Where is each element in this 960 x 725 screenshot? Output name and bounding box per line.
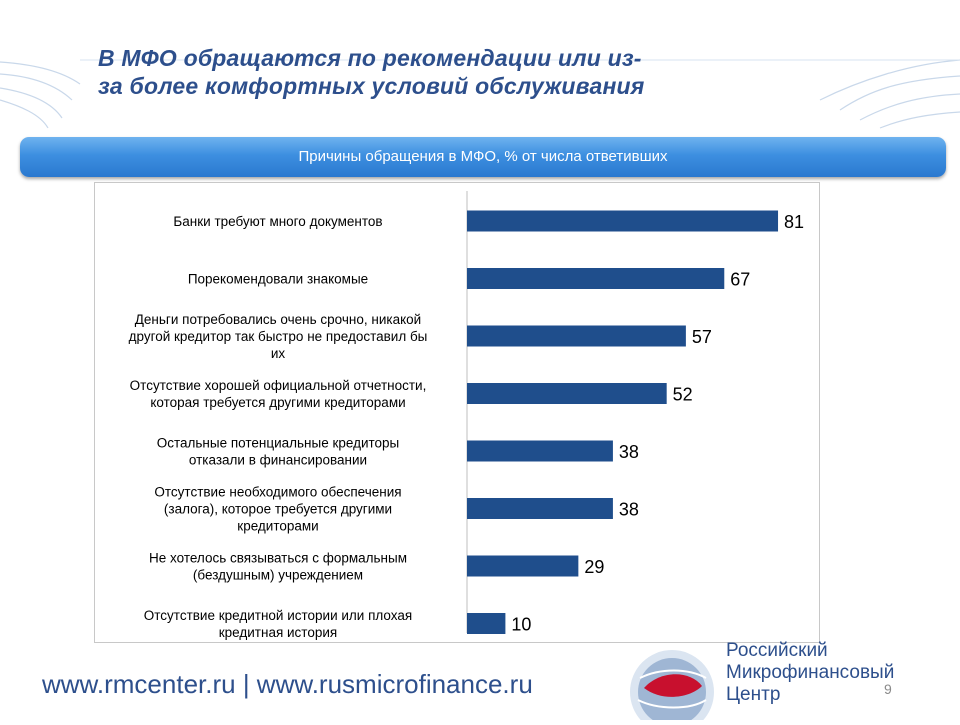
- data-label-1: 81: [784, 212, 804, 232]
- category-label-8-line-1: Отсутствие кредитной истории или плохая: [144, 608, 412, 623]
- category-label-8: Отсутствие кредитной истории или плохая к…: [144, 608, 412, 640]
- category-label-7-line-2: (бездушным) учреждением: [193, 568, 363, 583]
- data-label-3: 57: [692, 327, 712, 347]
- data-label-8: 10: [511, 615, 531, 635]
- category-label-4: Отсутствие хорошей официальной отчетност…: [130, 378, 427, 410]
- category-label-7: Не хотелось связываться с формальным (без…: [149, 551, 407, 583]
- header-decoration: [0, 59, 960, 129]
- category-label-3-line-3: их: [271, 346, 286, 361]
- footer-url[interactable]: www.rmcenter.ru | www.rusmicrofinance.ru: [42, 669, 533, 699]
- category-label-4-line-2: которая требуется другими кредиторами: [150, 395, 405, 410]
- chart-banner: Причины обращения в МФО, % от числа отве…: [20, 137, 946, 177]
- bar-6: [467, 498, 613, 519]
- chart-panel: 81 Банки требуют много документов 67 Пореко…: [94, 182, 820, 643]
- bar-7: [467, 555, 579, 577]
- category-label-6-line-1: Отсутствие необходимого обеспечения: [154, 485, 401, 500]
- logo-text-line-1: Российский: [726, 640, 828, 661]
- data-label-6: 38: [619, 500, 639, 520]
- category-label-6-line-2: (залога), которое требуется другими: [164, 502, 392, 517]
- category-label-1-line-1: Банки требуют много документов: [173, 214, 382, 229]
- bar-3: [467, 325, 686, 347]
- category-label-5: Остальные потенциальные кредиторы отказал…: [157, 436, 400, 468]
- category-label-3-line-1: Деньги потребовались очень срочно, никак…: [135, 312, 421, 327]
- category-label-3-line-2: другой кредитор так быстро не предостави…: [129, 329, 428, 344]
- logo-text-line-2: Микрофинансовый: [726, 662, 895, 683]
- bar-1: [467, 210, 779, 232]
- category-label-3: Деньги потребовались очень срочно, никак…: [129, 312, 428, 361]
- logo-text-line-3: Центр: [726, 684, 781, 705]
- category-label-5-line-2: отказали в финансировании: [189, 453, 367, 468]
- rmc-logo: Российский Микрофинансовый Центр: [610, 640, 910, 725]
- category-label-1: Банки требуют много документов: [173, 214, 382, 229]
- slide-number: 9: [884, 681, 892, 697]
- category-label-5-line-1: Остальные потенциальные кредиторы: [157, 436, 400, 451]
- globe-logo-icon: [630, 650, 714, 725]
- data-label-5: 38: [619, 442, 639, 462]
- category-label-7-line-1: Не хотелось связываться с формальным: [149, 551, 407, 566]
- data-label-4: 52: [673, 385, 693, 405]
- category-label-2-line-1: Порекомендовали знакомые: [188, 272, 368, 287]
- data-label-7: 29: [584, 557, 604, 577]
- category-label-6-line-3: кредиторами: [237, 519, 318, 534]
- bar-2: [467, 268, 725, 289]
- data-label-2: 67: [730, 270, 750, 290]
- category-label-8-line-2: кредитная история: [219, 625, 337, 640]
- category-label-4-line-1: Отсутствие хорошей официальной отчетност…: [130, 378, 427, 393]
- bar-chart: 81 Банки требуют много документов 67 Пореко…: [129, 191, 804, 640]
- bar-8: [467, 613, 506, 634]
- slide-title-line-1: В МФО обращаются по рекомендации или из-: [98, 45, 642, 71]
- slide-title-line-2: за более комфортных условий обслуживания: [98, 73, 645, 99]
- slide-title: В МФО обращаются по рекомендации или из-…: [98, 44, 818, 100]
- category-label-6: Отсутствие необходимого обеспечения (зало…: [154, 485, 401, 534]
- category-label-2: Порекомендовали знакомые: [188, 272, 368, 287]
- bar-5: [467, 440, 613, 462]
- bar-4: [467, 383, 667, 404]
